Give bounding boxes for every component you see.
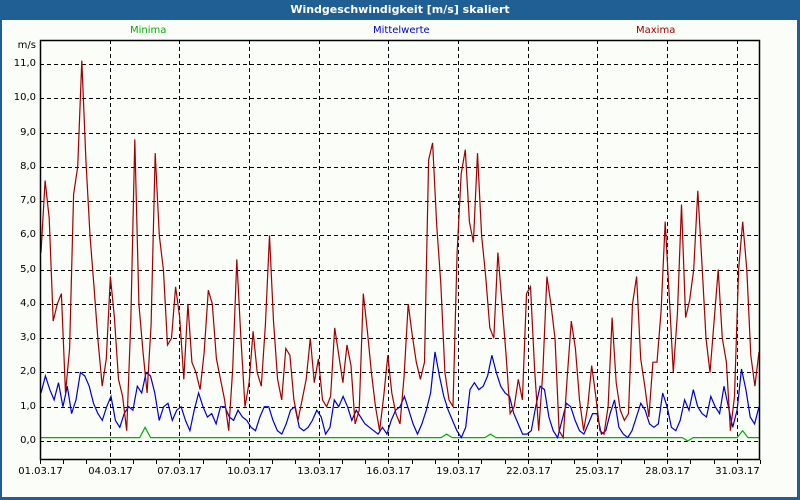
x-tick-label: 10.03.17 (227, 466, 272, 477)
y-tick-label: 8,0 (20, 160, 36, 172)
legend-minima: Minima (130, 25, 167, 36)
x-tick-label: 25.03.17 (575, 466, 620, 477)
legend-mittelwerte: Mittelwerte (373, 25, 430, 36)
legend-maxima: Maxima (636, 25, 676, 36)
x-tick-label: 07.03.17 (157, 466, 202, 477)
y-tick-label: 0,0 (20, 434, 36, 446)
x-tick-label: 04.03.17 (88, 466, 133, 477)
y-tick-label: 6,0 (20, 228, 36, 240)
chart-panel (2, 20, 797, 497)
series-minima (41, 426, 759, 442)
x-tick-label: 13.03.17 (297, 466, 342, 477)
y-tick-label: 2,0 (20, 365, 36, 377)
series-mittelwerte (40, 351, 760, 440)
window-title: Windgeschwindigkeit [m/s] skaliert (0, 0, 800, 20)
y-tick-label: 7,0 (20, 194, 36, 206)
y-tick-label: 1,0 (20, 400, 36, 412)
y-tick-label: 4,0 (20, 297, 36, 309)
y-tick-label: 9,0 (20, 126, 36, 138)
x-tick-label: 16.03.17 (366, 466, 411, 477)
x-tick-label: 19.03.17 (436, 466, 481, 477)
x-tick-label: 22.03.17 (506, 466, 551, 477)
y-tick-label: 10,0 (13, 91, 36, 103)
x-tick-label: 28.03.17 (645, 466, 690, 477)
x-tick-label: 01.03.17 (18, 466, 63, 477)
y-tick-label: 11,0 (13, 57, 36, 69)
y-axis-unit: m/s (17, 40, 36, 51)
y-tick-label: 3,0 (20, 331, 36, 343)
y-tick-label: 5,0 (20, 263, 36, 275)
x-tick-label: 31.03.17 (715, 466, 760, 477)
series-maxima (40, 60, 760, 440)
